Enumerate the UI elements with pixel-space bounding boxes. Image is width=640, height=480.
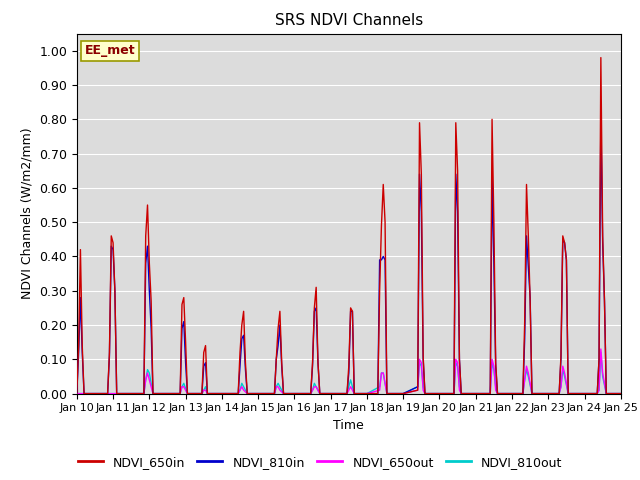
Text: EE_met: EE_met — [85, 44, 136, 58]
Y-axis label: NDVI Channels (W/m2/mm): NDVI Channels (W/m2/mm) — [20, 128, 33, 300]
Title: SRS NDVI Channels: SRS NDVI Channels — [275, 13, 423, 28]
Legend: NDVI_650in, NDVI_810in, NDVI_650out, NDVI_810out: NDVI_650in, NDVI_810in, NDVI_650out, NDV… — [72, 451, 568, 474]
X-axis label: Time: Time — [333, 419, 364, 432]
